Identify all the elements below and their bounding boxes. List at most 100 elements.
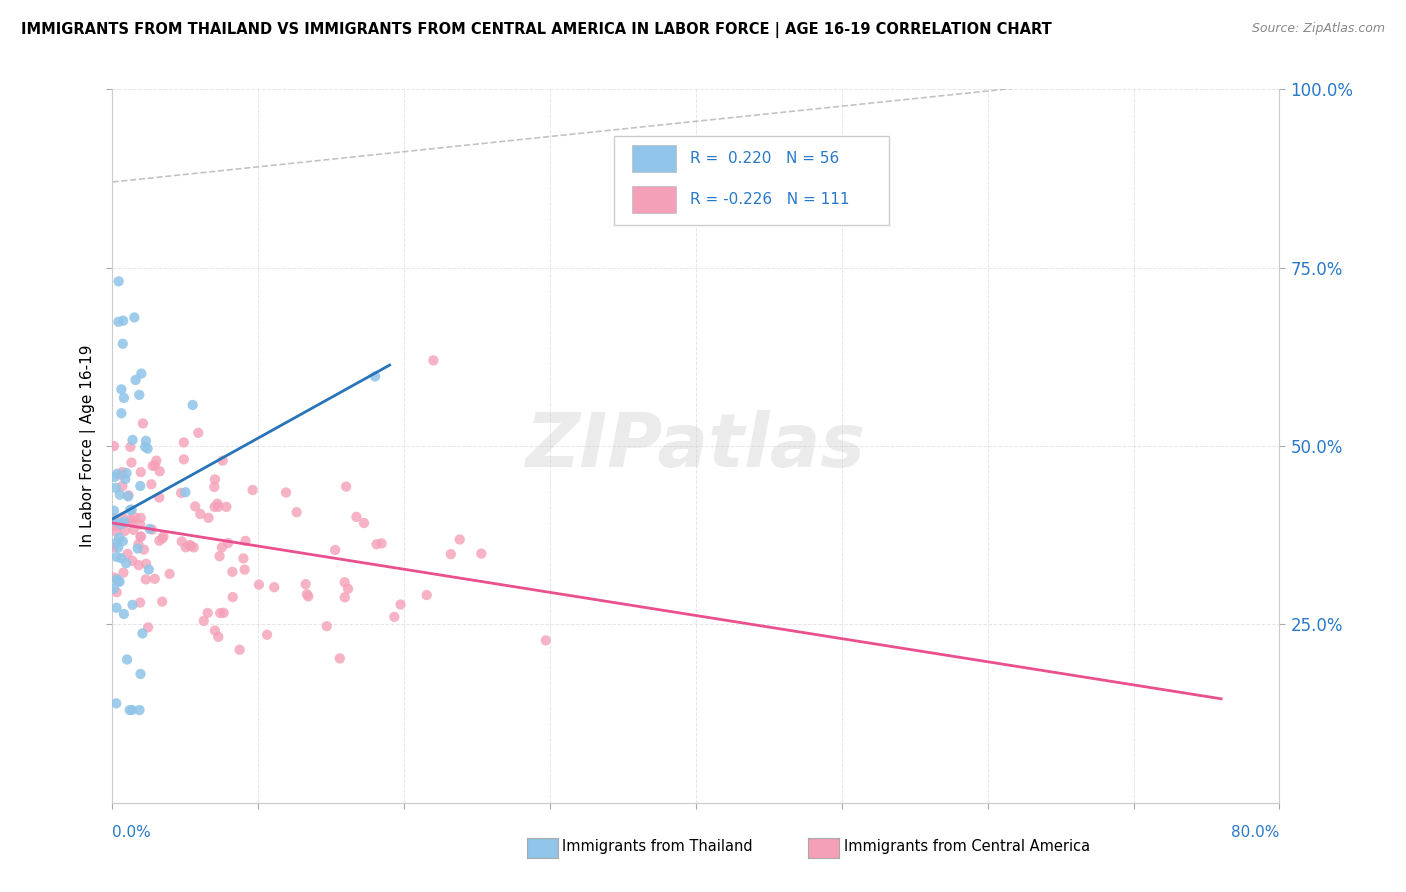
Point xyxy=(179,538,201,552)
Point xyxy=(112,313,135,327)
Point xyxy=(217,536,239,550)
Point xyxy=(202,480,225,494)
Point xyxy=(174,485,197,500)
Point xyxy=(315,619,337,633)
Point xyxy=(197,511,219,525)
Point xyxy=(440,547,463,561)
Point xyxy=(132,542,155,557)
Point xyxy=(129,517,152,532)
Text: IMMIGRANTS FROM THAILAND VS IMMIGRANTS FROM CENTRAL AMERICA IN LABOR FORCE | AGE: IMMIGRANTS FROM THAILAND VS IMMIGRANTS F… xyxy=(21,22,1052,38)
Point xyxy=(207,500,229,514)
Point xyxy=(329,651,352,665)
Point xyxy=(170,534,193,549)
Point xyxy=(141,477,163,491)
Point xyxy=(152,532,174,546)
Point xyxy=(285,505,308,519)
Point xyxy=(295,587,318,601)
Point xyxy=(416,588,439,602)
Point xyxy=(209,606,232,620)
Point xyxy=(107,315,129,329)
Point xyxy=(159,566,181,581)
Point xyxy=(129,596,152,610)
Text: 0.0%: 0.0% xyxy=(112,825,152,840)
Point xyxy=(132,417,155,431)
Point xyxy=(104,514,127,528)
Point xyxy=(128,558,150,573)
Point xyxy=(111,510,134,524)
Point xyxy=(112,515,135,529)
Point xyxy=(103,582,125,596)
Point xyxy=(180,539,202,553)
Point xyxy=(121,554,143,568)
Point xyxy=(145,453,167,467)
Point xyxy=(117,547,139,561)
Point xyxy=(107,274,129,288)
Point xyxy=(129,465,152,479)
Point xyxy=(183,541,205,555)
Point xyxy=(344,509,367,524)
Point xyxy=(121,703,143,717)
Point xyxy=(135,557,157,571)
Point xyxy=(152,529,174,543)
Point xyxy=(204,500,226,514)
Point xyxy=(124,510,146,524)
Point xyxy=(335,479,357,493)
Point xyxy=(131,367,153,381)
Point xyxy=(122,523,145,537)
Point xyxy=(110,382,132,396)
Point xyxy=(136,442,159,456)
Point xyxy=(115,556,138,570)
Point xyxy=(112,566,135,580)
Text: ZIPatlas: ZIPatlas xyxy=(526,409,866,483)
Point xyxy=(263,580,285,594)
Point xyxy=(170,486,193,500)
Point xyxy=(382,610,405,624)
Point xyxy=(107,541,129,555)
Point xyxy=(108,574,131,589)
Text: R = -0.226   N = 111: R = -0.226 N = 111 xyxy=(690,192,849,207)
Point xyxy=(105,549,128,564)
Point xyxy=(120,440,142,454)
Point xyxy=(114,524,136,538)
Point xyxy=(108,531,131,545)
Point xyxy=(449,533,471,547)
Text: Immigrants from Thailand: Immigrants from Thailand xyxy=(562,839,754,854)
Point xyxy=(211,541,233,555)
Point xyxy=(103,541,125,555)
Point xyxy=(110,406,132,420)
Point xyxy=(204,624,226,638)
Text: Source: ZipAtlas.com: Source: ZipAtlas.com xyxy=(1251,22,1385,36)
Point xyxy=(207,630,229,644)
Point xyxy=(124,373,146,387)
Point xyxy=(534,633,557,648)
Point xyxy=(121,433,143,447)
Point xyxy=(111,465,134,479)
Point xyxy=(188,507,211,521)
Point xyxy=(242,483,264,497)
Point xyxy=(323,543,346,558)
Point xyxy=(105,697,128,711)
Point xyxy=(141,523,163,537)
Point xyxy=(247,577,270,591)
Point xyxy=(193,614,215,628)
Point xyxy=(187,425,209,440)
Point xyxy=(103,511,125,525)
Point xyxy=(142,458,165,473)
Point xyxy=(221,565,243,579)
Point xyxy=(143,572,166,586)
Point xyxy=(370,536,392,550)
Point xyxy=(128,703,150,717)
Point xyxy=(181,398,204,412)
Text: R =  0.220   N = 56: R = 0.220 N = 56 xyxy=(690,151,839,166)
Point xyxy=(129,479,152,493)
Point xyxy=(111,534,134,549)
Point xyxy=(118,703,141,717)
Point xyxy=(131,626,153,640)
Point xyxy=(222,590,245,604)
Point xyxy=(110,551,132,566)
Point xyxy=(149,464,172,478)
Point xyxy=(148,491,170,505)
Point xyxy=(112,391,135,405)
Point xyxy=(138,522,160,536)
Bar xyxy=(631,186,676,212)
